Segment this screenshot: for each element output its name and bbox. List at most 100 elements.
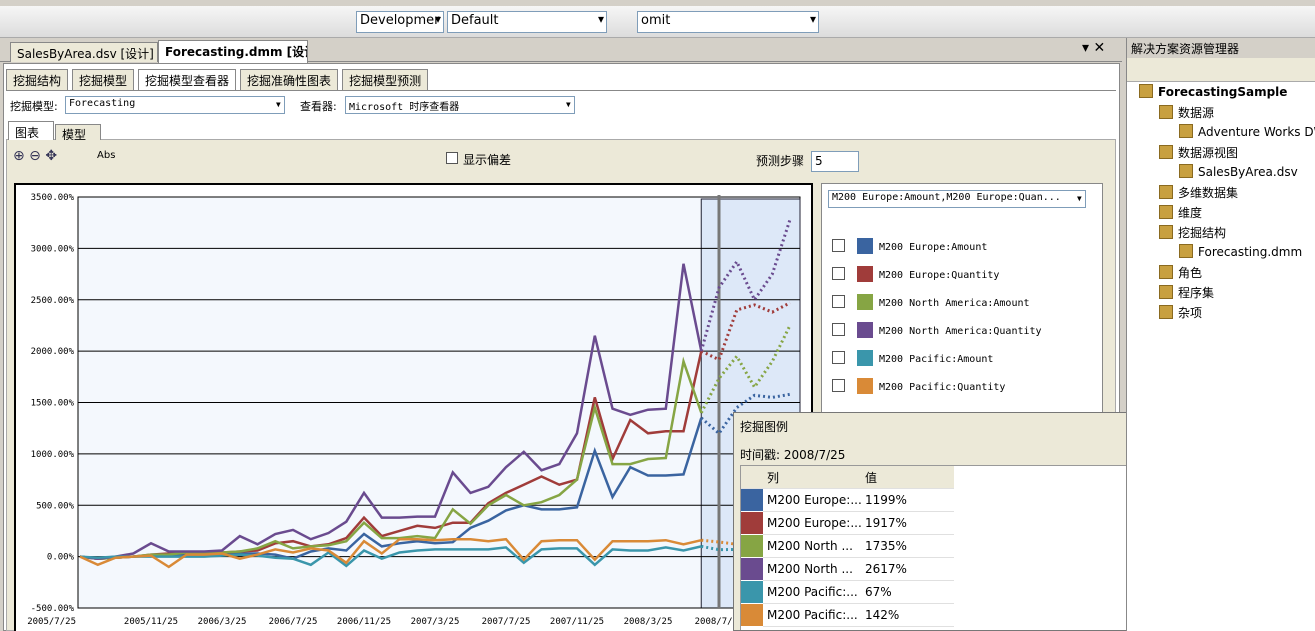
legend-checkbox [832,351,845,364]
viewer-tab[interactable]: 图表 [8,121,54,140]
close-button[interactable]: ▾ ✕ [1082,40,1106,56]
legend-swatch [857,378,873,394]
abs-button[interactable]: Abs [97,150,116,161]
legend-entry[interactable]: M200 Pacific:Amount [832,350,993,366]
x-tick-label: 2008/3/25 [624,617,673,627]
header-cell: 列 [763,466,861,489]
tree-label: 维度 [1178,206,1203,220]
series-line [79,263,703,560]
tree-label: 杂项 [1178,306,1203,320]
tree-node: 挖掘结构 [1159,224,1226,244]
viewer-tab[interactable]: 模型 [55,124,101,140]
designer-tab[interactable]: 挖掘准确性图表 [240,69,339,90]
legend-entry[interactable]: M200 North America:Quantity [832,322,1042,338]
legend-row: M200 Europe:... 1917% [741,511,954,535]
tree-node: ForecastingSample [1139,84,1287,104]
x-tick-label: 2007/11/25 [550,617,604,627]
legend-checkbox [832,379,845,392]
x-tick-label: 2006/7/25 [269,617,318,627]
tree-label: SalesByArea.dsv [1198,165,1298,179]
row-name: M200 Pacific:... [763,603,861,627]
mining-legend: 挖掘图例 ✕ 时间戳: 2008/7/25 列值 M200 Europe:...… [733,412,1223,631]
viewer-combo[interactable]: Microsoft 时序查看器 [345,96,575,114]
tree-label: 数据源视图 [1178,146,1239,160]
tree-icon [1159,105,1173,119]
y-tick-label: 500.00% [36,501,75,511]
tree-label: 多维数据集 [1178,186,1239,200]
configuration-combo[interactable]: Developmer [356,11,444,33]
tree-node: 维度 [1159,204,1202,224]
steps-input[interactable]: 5 [811,151,859,172]
series-line [79,356,703,560]
legend-row: M200 Europe:... 1199% [741,488,954,512]
legend-entry[interactable]: M200 Pacific:Quantity [832,378,1005,394]
legend-entry[interactable]: M200 Europe:Amount [832,238,987,254]
tree-node: 程序集 [1159,284,1214,304]
tree-label: Forecasting.dmm [1198,245,1303,259]
forecast-line [699,324,792,414]
header-cell [741,466,763,489]
tree-label: 程序集 [1178,286,1215,300]
tree-label: 角色 [1178,266,1203,280]
x-tick-label: 2008/7/25 [695,617,744,627]
legend-entry[interactable]: M200 Europe:Quantity [832,266,999,282]
zoom-icons[interactable]: ⊕ ⊖ ✥ [13,148,58,164]
doc-tab[interactable]: SalesByArea.dsv [设计] [10,42,158,62]
designer-tab[interactable]: 挖掘模型查看器 [138,69,237,90]
legend-checkbox [832,267,845,280]
row-name: M200 Europe:... [763,488,861,512]
row-value: 1735% [861,534,954,558]
row-swatch [741,511,763,535]
series-selector[interactable]: M200 Europe:Amount,M200 Europe:Quan... [828,190,1086,208]
designer-tab[interactable]: 挖掘结构 [6,69,69,90]
y-tick-label: -500.00% [31,604,75,614]
tree-icon [1139,84,1153,98]
steps-label: 预测步骤 [756,154,805,168]
x-tick-label: 2007/3/25 [411,617,460,627]
legend-timestamp: 时间戳: 2008/7/25 [740,448,846,462]
row-name: M200 North ... [763,557,861,581]
solution-explorer: 解决方案资源管理器 [1126,38,1315,631]
x-tick-label: 2005/11/25 [124,617,178,627]
forecast-line [700,301,791,362]
designer-tab[interactable]: 挖掘模型预测 [342,69,429,90]
legend-row: M200 North ... 2617% [741,557,954,581]
tree-icon [1159,265,1173,279]
deviation-checkbox[interactable] [446,152,458,164]
forecast-line [701,544,791,552]
tree-label: 数据源 [1178,106,1215,120]
tree-node: 杂项 [1159,304,1202,324]
doc-tab[interactable]: Forecasting.dmm [设计] [158,40,308,63]
chart: -500.00% 0.00% 500.00% 1000.00% 1500.00% 2000… [14,183,813,631]
chart-legend: M200 Europe:Amount,M200 Europe:Quan... M… [821,183,1103,423]
row-value: 142% [861,603,954,627]
legend-checkbox [832,323,845,336]
forecast-line [700,392,791,436]
designer-tab[interactable]: 挖掘模型 [72,69,135,90]
x-tick-label: 2006/3/25 [198,617,247,627]
tree-node: SalesByArea.dsv [1179,164,1298,184]
tree-icon [1159,285,1173,299]
legend-row: M200 Pacific:... 142% [741,603,954,627]
forecast-line [699,219,792,352]
legend-table-box: 列值 M200 Europe:... 1199% M200 Europe:... 19… [740,465,1218,630]
deviation-label: 显示偏差 [463,153,512,167]
legend-title: 挖掘图例 [740,420,789,434]
tree-node: 多维数据集 [1159,184,1238,204]
tree: ForecastingSample 数据源 Adventure Works DW 数据… [1127,84,1315,334]
platform-combo[interactable]: Default [447,11,607,33]
row-name: M200 North ... [763,534,861,558]
tree-label: Adventure Works DW [1198,125,1315,139]
row-swatch [741,534,763,558]
y-tick-label: 3000.00% [31,244,75,254]
search-combo[interactable]: omit [637,11,819,33]
tree-label: ForecastingSample [1158,85,1288,99]
x-tick-label: 2005/7/25 [27,617,76,627]
legend-label: M200 Europe:Amount [879,242,988,253]
model-combo[interactable]: Forecasting [65,96,285,114]
row-name: M200 Pacific:... [763,580,861,604]
y-tick-label: 3500.00% [31,193,75,203]
y-tick-label: 0.00% [47,553,75,563]
row-value: 1917% [861,511,954,535]
legend-entry[interactable]: M200 North America:Amount [832,294,1030,310]
